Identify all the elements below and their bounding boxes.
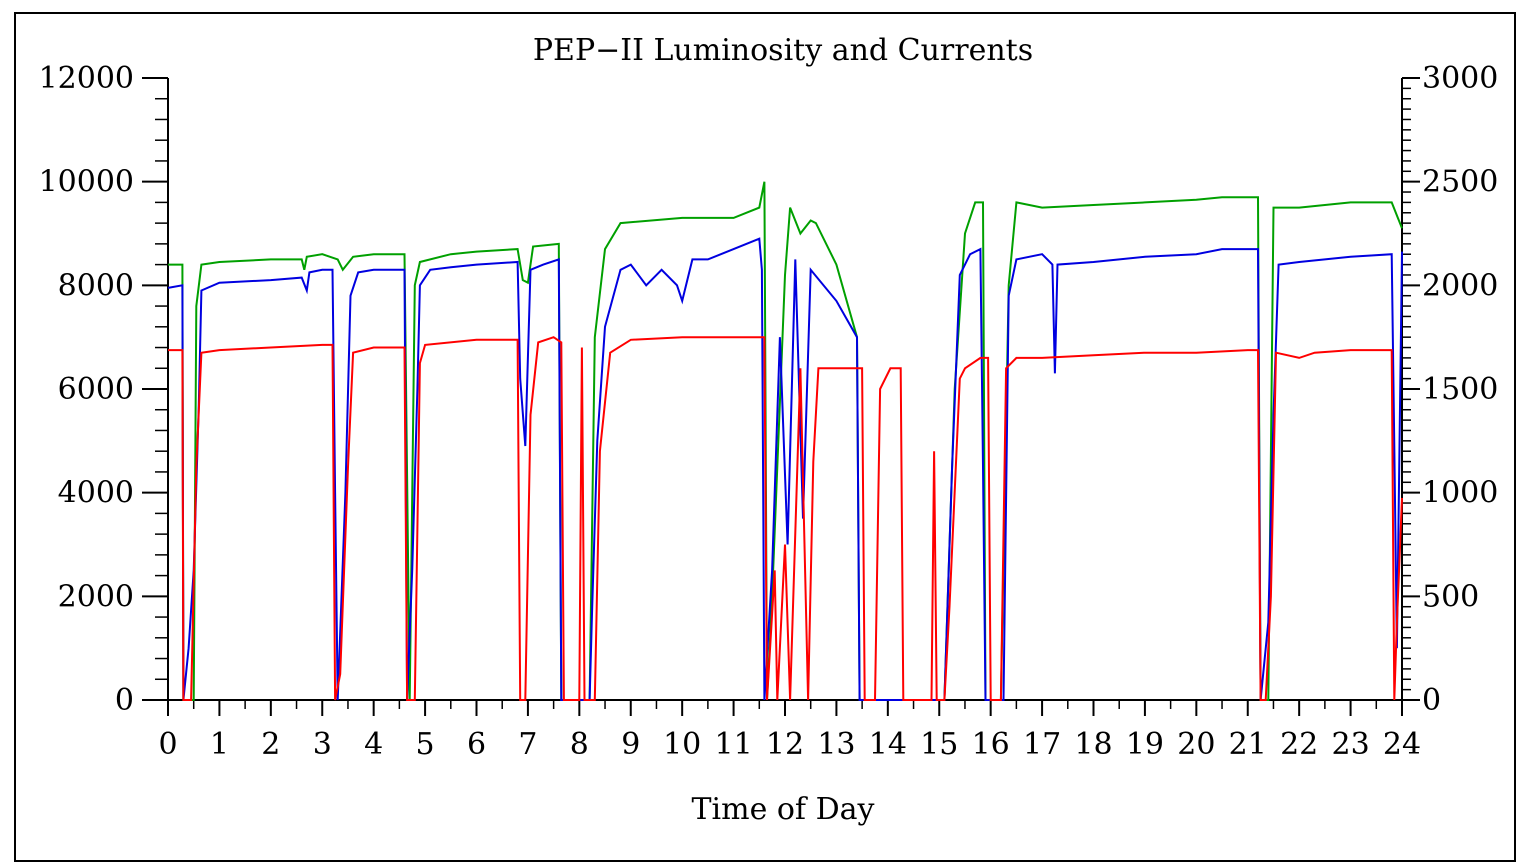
y-tick-label: 4000 <box>58 476 134 511</box>
y2-tick-label: 2500 <box>1422 165 1498 200</box>
x-tick-label: 19 <box>1126 727 1164 762</box>
y-tick-label: 10000 <box>39 165 134 200</box>
x-tick-label: 24 <box>1383 727 1421 762</box>
x-tick-label: 15 <box>920 727 958 762</box>
chart-axes <box>167 78 1403 701</box>
x-tick-label: 11 <box>714 727 752 762</box>
x-tick-label: 8 <box>570 727 589 762</box>
y-tick-label: 12000 <box>39 61 134 96</box>
x-tick-label: 12 <box>766 727 804 762</box>
x-tick-label: 0 <box>158 727 177 762</box>
x-tick-label: 13 <box>817 727 855 762</box>
x-tick-label: 17 <box>1023 727 1061 762</box>
x-tick-label: 6 <box>467 727 486 762</box>
x-tick-label: 9 <box>621 727 640 762</box>
x-tick-label: 16 <box>972 727 1010 762</box>
y2-tick-label: 1000 <box>1422 476 1498 511</box>
x-tick-label: 18 <box>1074 727 1112 762</box>
y2-tick-label: 2000 <box>1422 268 1498 303</box>
chart-series <box>167 181 1403 701</box>
x-tick-label: 22 <box>1280 727 1318 762</box>
y-tick-label: 8000 <box>58 268 134 303</box>
y-tick-label: 0 <box>115 683 134 718</box>
x-tick-label: 4 <box>364 727 383 762</box>
x-tick-label: 5 <box>416 727 435 762</box>
x-tick-label: 23 <box>1331 727 1369 762</box>
x-tick-label: 3 <box>313 727 332 762</box>
y2-tick-label: 1500 <box>1422 372 1498 407</box>
x-tick-label: 10 <box>663 727 701 762</box>
luminosity-currents-chart: PEP−II Luminosity and Currents 020004000… <box>39 33 1499 827</box>
series-line-1 <box>168 181 1403 701</box>
chart-ticks <box>142 77 1420 716</box>
x-tick-label: 20 <box>1177 727 1215 762</box>
chart-frame: PEP−II Luminosity and Currents 0 2000 4000… <box>14 12 1516 862</box>
chart-title: PEP−II Luminosity and Currents <box>533 33 1033 68</box>
x-tick-label: 21 <box>1229 727 1267 762</box>
x-tick-label: 1 <box>210 727 229 762</box>
x-axis-label: Time of Day <box>692 792 875 827</box>
x-tick-label: 2 <box>261 727 280 762</box>
chart-tick-labels: 0200040006000800010000120000500100015002… <box>39 61 1499 762</box>
y2-tick-label: 0 <box>1422 683 1441 718</box>
series-line-2 <box>167 237 1403 701</box>
series-line-3 <box>168 336 1403 701</box>
x-tick-label: 7 <box>518 727 537 762</box>
y2-tick-label: 500 <box>1422 579 1479 614</box>
y-tick-label: 2000 <box>58 579 134 614</box>
y2-tick-label: 3000 <box>1422 61 1498 96</box>
x-tick-label: 14 <box>869 727 907 762</box>
y-tick-label: 6000 <box>58 372 134 407</box>
